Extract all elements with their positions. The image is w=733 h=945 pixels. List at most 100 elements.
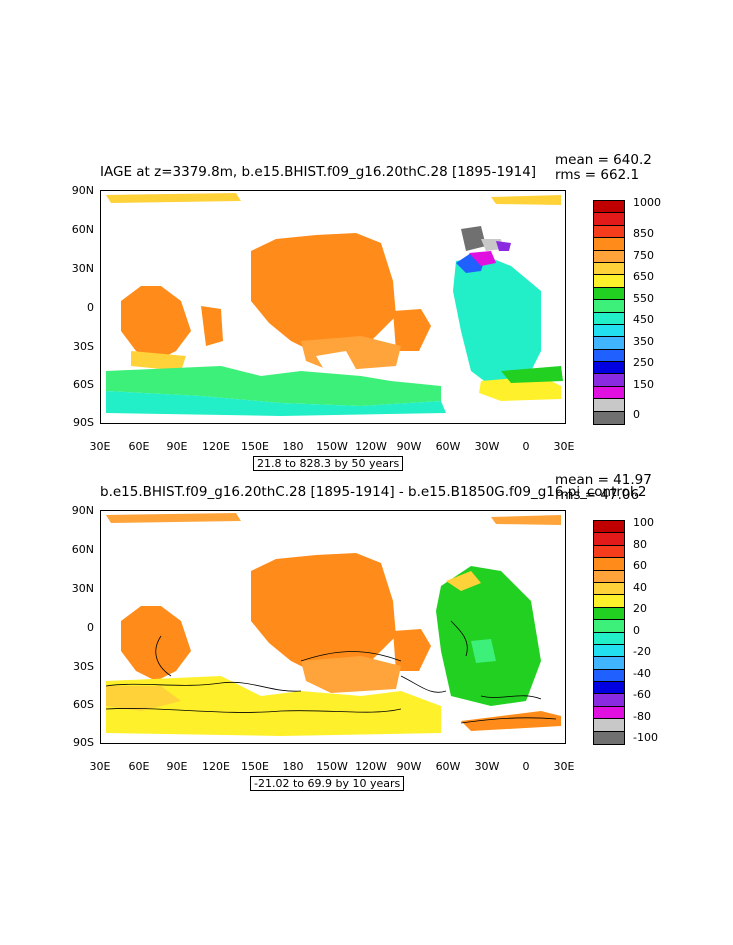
lon-label: 0	[522, 440, 530, 453]
colorbar-label: 550	[633, 292, 654, 305]
colorbar-box	[594, 545, 624, 559]
lon-label: 90E	[166, 440, 188, 453]
panel-title: IAGE at z=3379.8m, b.e15.BHIST.f09_g16.2…	[100, 164, 537, 180]
colorbar-box	[594, 607, 624, 621]
panel-title: b.e15.BHIST.f09_g16.20thC.28 [1895-1914]…	[100, 484, 647, 500]
map-panel-1: IAGE at z=3379.8m, b.e15.BHIST.f09_g16.2…	[0, 150, 733, 471]
lon-label: 90E	[166, 760, 188, 773]
lon-label: 120E	[202, 760, 230, 773]
lat-label: 90S	[73, 736, 94, 749]
lat-label: 60N	[71, 543, 94, 556]
lon-label: 180	[282, 440, 304, 453]
colorbar-label: -100	[633, 731, 658, 744]
colorbar-label: 60	[633, 559, 647, 572]
lat-label: 30N	[71, 582, 94, 595]
lon-label: 120W	[355, 440, 387, 453]
colorbar-box	[594, 386, 624, 400]
colorbar-box	[594, 250, 624, 263]
colorbar-label: -40	[633, 667, 651, 680]
lon-label: 60E	[128, 760, 150, 773]
colorbar-box	[594, 324, 624, 338]
colorbar-label: 350	[633, 335, 654, 348]
colorbar-box	[594, 262, 624, 276]
colorbar-box	[594, 275, 624, 288]
colorbar-label: 450	[633, 313, 654, 326]
colorbar-label: 1000	[633, 196, 661, 209]
rms-value: rms = 662.1	[555, 167, 640, 183]
colorbar-box	[594, 719, 624, 732]
colorbar-box	[594, 731, 624, 745]
colorbar-label: 0	[633, 624, 640, 637]
colorbar-box	[594, 521, 624, 534]
lat-label: 30N	[71, 262, 94, 275]
colorbar-label: 850	[633, 227, 654, 240]
colorbar-box	[594, 706, 624, 720]
colorbar-box	[594, 312, 624, 325]
mean-value: mean = 41.97	[555, 472, 652, 488]
lon-label: 30W	[474, 440, 500, 453]
colorbar-label: 750	[633, 249, 654, 262]
lat-label: 60S	[73, 698, 94, 711]
colorbar-box	[594, 669, 624, 683]
colorbar	[593, 520, 625, 746]
lat-label: 90N	[71, 504, 94, 517]
colorbar-label: 150	[633, 378, 654, 391]
colorbar-box	[594, 694, 624, 707]
colorbar-label: 0	[633, 408, 640, 421]
map-area	[100, 510, 566, 744]
colorbar-label: 40	[633, 581, 647, 594]
contour-info: -21.02 to 69.9 by 10 years	[250, 776, 405, 791]
lon-label: 60E	[128, 440, 150, 453]
colorbar-box	[594, 287, 624, 301]
colorbar	[593, 200, 625, 426]
lat-label: 90S	[73, 416, 94, 429]
colorbar-label: 100	[633, 516, 654, 529]
colorbar-box	[594, 238, 624, 251]
map-area	[100, 190, 566, 424]
colorbar-box	[594, 374, 624, 387]
lon-label: 150E	[241, 440, 269, 453]
lon-label: 180	[282, 760, 304, 773]
colorbar-label: 650	[633, 270, 654, 283]
colorbar-box	[594, 201, 624, 214]
colorbar-box	[594, 337, 624, 350]
lon-label: 60W	[435, 440, 461, 453]
lat-label: 60N	[71, 223, 94, 236]
colorbar-box	[594, 533, 624, 546]
colorbar-box	[594, 349, 624, 363]
lon-label: 30E	[553, 760, 575, 773]
lon-label: 150W	[316, 760, 348, 773]
lon-label: 150E	[241, 760, 269, 773]
colorbar-label: -20	[633, 645, 651, 658]
lon-label: 150W	[316, 440, 348, 453]
colorbar-box	[594, 620, 624, 633]
colorbar-label: 250	[633, 356, 654, 369]
lon-label: 30E	[89, 440, 111, 453]
lon-label: 90W	[396, 440, 422, 453]
mean-value: mean = 640.2	[555, 152, 652, 168]
colorbar-box	[594, 300, 624, 313]
lat-label: 60S	[73, 378, 94, 391]
colorbar-box	[594, 595, 624, 608]
lon-label: 90W	[396, 760, 422, 773]
colorbar-label: 20	[633, 602, 647, 615]
colorbar-label: 80	[633, 538, 647, 551]
colorbar-label: -60	[633, 688, 651, 701]
rms-value: rms = 47.06	[555, 487, 640, 503]
map-field	[106, 193, 563, 423]
colorbar-box	[594, 632, 624, 645]
lon-label: 30W	[474, 760, 500, 773]
lon-label: 30E	[89, 760, 111, 773]
contour-info: 21.8 to 828.3 by 50 years	[253, 456, 404, 471]
colorbar-box	[594, 682, 624, 695]
lat-label: 30S	[73, 660, 94, 673]
map-panel-2: b.e15.BHIST.f09_g16.20thC.28 [1895-1914]…	[0, 470, 733, 791]
colorbar-box	[594, 399, 624, 412]
colorbar-box	[594, 362, 624, 375]
lon-label: 120E	[202, 440, 230, 453]
lat-label: 0	[87, 621, 94, 634]
lat-label: 30S	[73, 340, 94, 353]
lat-label: 0	[87, 301, 94, 314]
colorbar-box	[594, 213, 624, 226]
colorbar-box	[594, 558, 624, 571]
